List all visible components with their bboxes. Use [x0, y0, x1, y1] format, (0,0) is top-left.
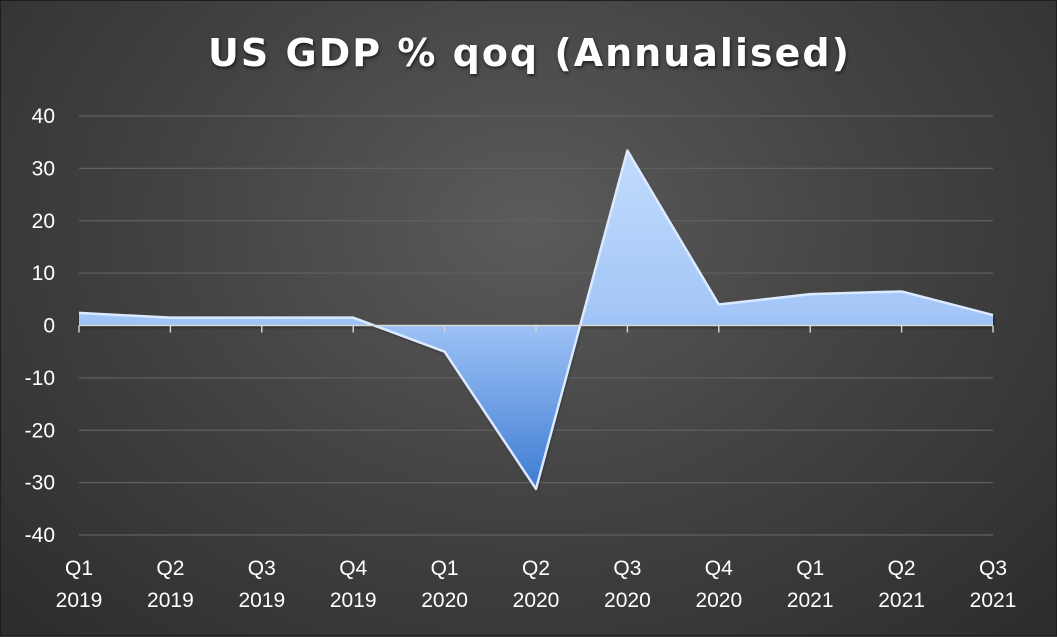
y-tick-label: -30: [25, 472, 55, 495]
y-tick-label: 10: [32, 262, 55, 285]
x-tick-label: Q2 2020: [513, 557, 560, 612]
x-tick-label: Q2 2021: [878, 557, 925, 612]
y-tick-label: 30: [32, 157, 55, 180]
x-tick-label: Q3 2020: [604, 557, 651, 612]
area-series-edge: [78, 149, 994, 491]
area-series-layer: [78, 149, 994, 491]
y-tick-label: -20: [25, 419, 55, 442]
x-tick-label: Q4 2020: [695, 557, 742, 612]
x-tick-label: Q2 2019: [147, 557, 194, 612]
y-tick-label: -10: [25, 367, 55, 390]
area-series: [79, 150, 993, 489]
y-tick-label: 0: [43, 315, 55, 338]
x-tick-label: Q3 2021: [970, 557, 1017, 612]
y-tick-label: 40: [32, 105, 55, 128]
y-axis-ticks: -40 -30 -20 -10 0 10 20 30 40: [25, 105, 55, 547]
y-tick-label: 20: [32, 210, 55, 233]
y-tick-label: -40: [25, 524, 55, 547]
x-axis: [78, 324, 994, 333]
x-tick-label: Q1 2020: [421, 557, 468, 612]
x-tick-label: Q1 2019: [56, 557, 103, 612]
x-tick-label: Q4 2019: [330, 557, 377, 612]
x-tick-label: Q3 2019: [238, 557, 285, 612]
x-tick-label: Q1 2021: [787, 557, 834, 612]
chart-title: US GDP % qoq (Annualised): [208, 31, 851, 75]
x-axis-ticks: Q1 2019 Q2 2019 Q3 2019 Q4 2019 Q1 2020 Q2 2020 Q3 20…: [56, 557, 1017, 612]
